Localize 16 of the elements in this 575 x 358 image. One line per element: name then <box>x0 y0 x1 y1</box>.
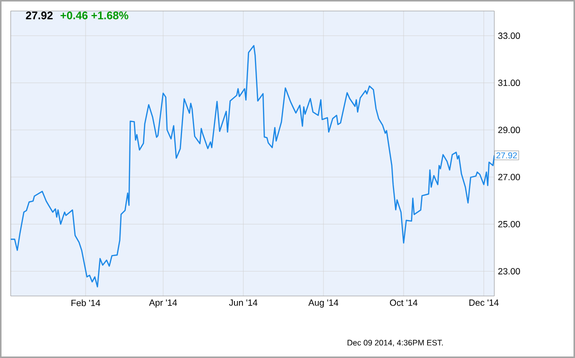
x-tick-label: Apr '14 <box>149 300 177 308</box>
chart-title: 27.92 <box>26 12 53 20</box>
y-tick-label: 29.00 <box>498 126 520 134</box>
chart-subtitle: +0.46 +1.68% <box>60 12 128 20</box>
x-tick-label: Aug '14 <box>308 300 338 308</box>
y-tick-label: 23.00 <box>498 268 520 274</box>
y-tick-label: 31.00 <box>498 80 520 86</box>
x-tick-label: Jun '14 <box>229 300 258 306</box>
x-tick-label: Dec '14 <box>469 300 499 306</box>
x-tick-label: Oct '14 <box>390 300 418 306</box>
text: Dec 09 2014, 4:36PM EST. <box>348 340 443 346</box>
y-tick-label: 25.00 <box>498 220 520 228</box>
y-tick-label: 33.00 <box>498 32 520 39</box>
y-tick-label: 27.00 <box>498 174 520 180</box>
annotation: 27.92 <box>496 152 517 158</box>
x-tick-label: Feb '14 <box>71 300 100 306</box>
